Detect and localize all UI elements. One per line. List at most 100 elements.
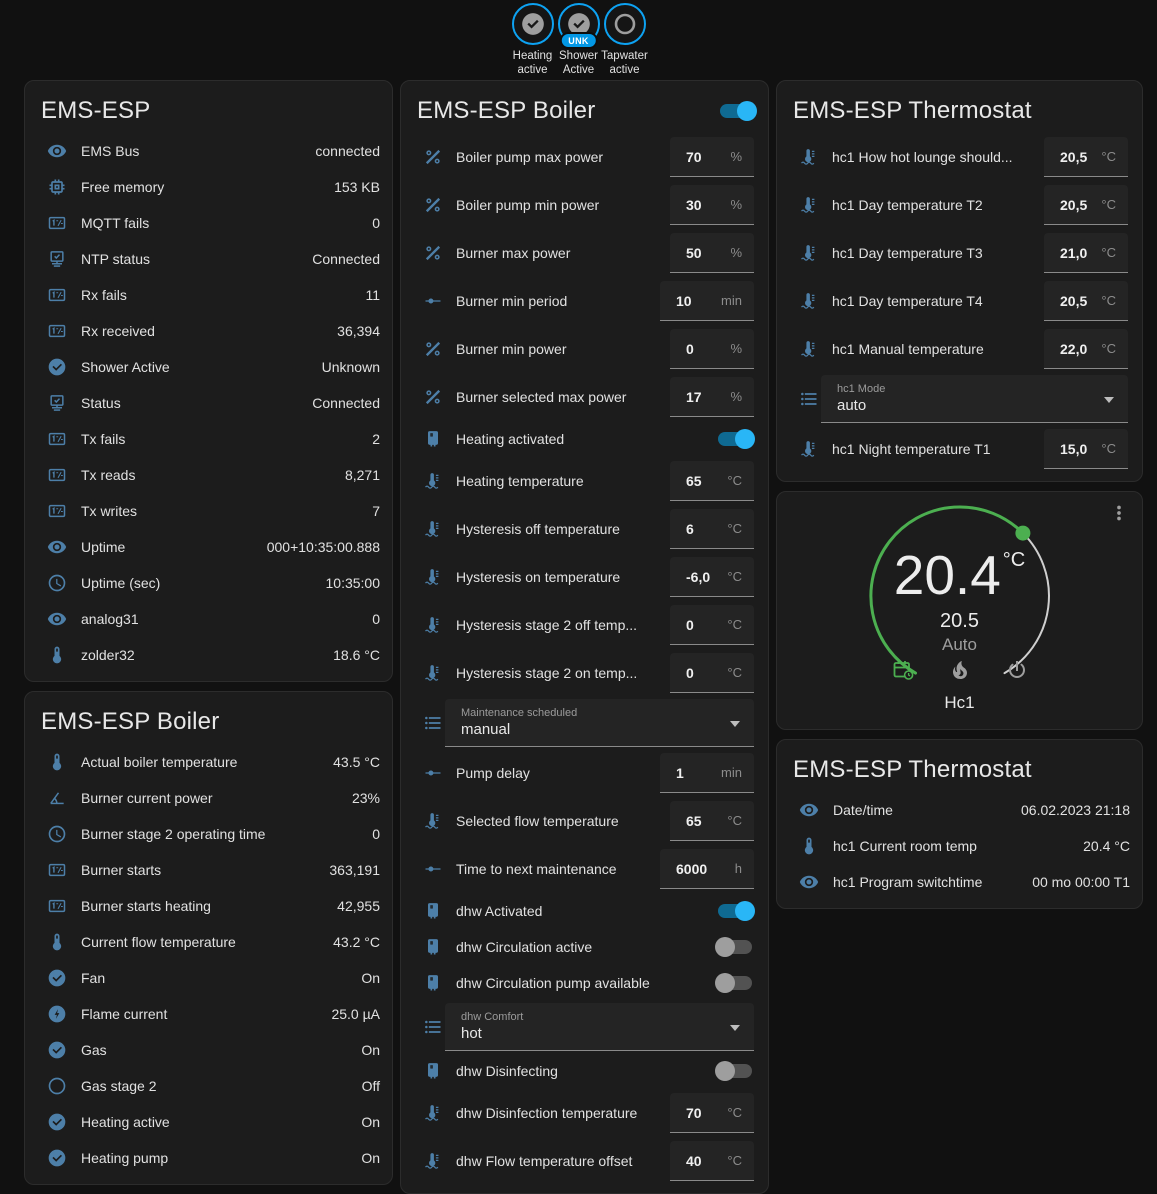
entity-row[interactable]: Shower Active Unknown	[25, 349, 392, 385]
entity-row[interactable]: zolder32 18.6 °C	[25, 637, 392, 673]
boiler-power-toggle[interactable]	[720, 101, 757, 121]
number-value: 17	[686, 388, 702, 405]
select-input[interactable]: Maintenance scheduled manual	[445, 699, 754, 747]
thermostat-dial[interactable]: 20.4 °C 20.5 Auto	[850, 486, 1070, 706]
right-column: EMS-ESP Thermostat hc1 How hot lounge sh…	[776, 80, 1143, 909]
entity-row[interactable]: Date/time 06.02.2023 21:18	[777, 792, 1142, 828]
entity-value: Off	[361, 1078, 380, 1094]
number-unit: °C	[727, 1153, 742, 1168]
number-input[interactable]: 65 °C	[670, 461, 754, 501]
entity-row[interactable]: MQTT fails 0	[25, 205, 392, 241]
mode-auto-calendar-icon[interactable]	[891, 658, 915, 682]
select-input[interactable]: dhw Comfort hot	[445, 1003, 754, 1051]
number-input[interactable]: 17%	[670, 377, 754, 417]
number-input[interactable]: 0 °C	[670, 653, 754, 693]
entity-row[interactable]: hc1 Current room temp 20.4 °C	[777, 828, 1142, 864]
entity-row[interactable]: Gas stage 2 Off	[25, 1068, 392, 1104]
entity-label: analog31	[81, 611, 139, 627]
entity-row[interactable]: Tx writes 7	[25, 493, 392, 529]
entity-row[interactable]: Current flow temperature 43.2 °C	[25, 924, 392, 960]
entity-row[interactable]: Heating active On	[25, 1104, 392, 1140]
number-input[interactable]: 70 °C	[670, 1093, 754, 1133]
entity-label: dhw Circulation active	[456, 939, 593, 955]
entity-row[interactable]: Burner starts heating 42,955	[25, 888, 392, 924]
mode-off-power-icon[interactable]	[1005, 658, 1029, 682]
select-input[interactable]: hc1 Mode auto	[821, 375, 1128, 423]
number-value: 65	[686, 472, 702, 489]
entity-label: Tx writes	[81, 503, 137, 519]
number-input[interactable]: 20,5 °C	[1044, 137, 1128, 177]
entity-row[interactable]: Rx fails 11	[25, 277, 392, 313]
entity-value: 20.4 °C	[1083, 838, 1130, 854]
number-unit: min	[721, 765, 742, 780]
number-input[interactable]: 0%	[670, 329, 754, 369]
entity-row[interactable]: Tx reads 8,271	[25, 457, 392, 493]
number-input[interactable]: 15,0 °C	[1044, 429, 1128, 469]
mode-heat-fire-icon[interactable]	[948, 658, 972, 682]
number-value: 70	[686, 148, 702, 165]
number-input[interactable]: 10 min	[660, 281, 754, 321]
number-input[interactable]: 22,0 °C	[1044, 329, 1128, 369]
chevron-down-icon	[1104, 396, 1114, 403]
number-input[interactable]: 65 °C	[670, 801, 754, 841]
number-input[interactable]: 70%	[670, 137, 754, 177]
entity-row[interactable]: Actual boiler temperature 43.5 °C	[25, 744, 392, 780]
number-input[interactable]: 6000 h	[660, 849, 754, 889]
memory-icon	[47, 177, 67, 197]
water-boiler-icon	[423, 937, 443, 957]
number-input[interactable]: -6,0 °C	[670, 557, 754, 597]
number-input[interactable]: 40 °C	[670, 1141, 754, 1181]
entity-label: Burner current power	[81, 790, 213, 806]
number-unit: °C	[727, 617, 742, 632]
entity-label: Tx fails	[81, 431, 126, 447]
badge-shower-active[interactable]: UNK Shower Active	[557, 3, 600, 78]
entity-row[interactable]: Uptime 000+10:35:00.888	[25, 529, 392, 565]
entity-row[interactable]: Burner current power 23%	[25, 780, 392, 816]
number-input[interactable]: 1 min	[660, 753, 754, 793]
entity-row[interactable]: Uptime (sec) 10:35:00	[25, 565, 392, 601]
entity-row[interactable]: analog31 0	[25, 601, 392, 637]
number-input[interactable]: 30%	[670, 185, 754, 225]
entity-row[interactable]: Gas On	[25, 1032, 392, 1068]
toggle-switch[interactable]	[715, 973, 752, 993]
entity-row[interactable]: hc1 Program switchtime 00 mo 00:00 T1	[777, 864, 1142, 900]
dial-handle[interactable]	[1014, 525, 1030, 541]
entity-row[interactable]: NTP status Connected	[25, 241, 392, 277]
entity-row[interactable]: Burner stage 2 operating time 0	[25, 816, 392, 852]
percent-icon	[423, 387, 443, 407]
number-value: 20,5	[1060, 196, 1088, 213]
toggle-switch[interactable]	[715, 1061, 752, 1081]
number-input[interactable]: 0 °C	[670, 605, 754, 645]
entity-row[interactable]: Free memory 153 KB	[25, 169, 392, 205]
entity-row[interactable]: Status Connected	[25, 385, 392, 421]
entity-row[interactable]: Tx fails 2	[25, 421, 392, 457]
entity-label: Burner min power	[456, 341, 567, 357]
number-input[interactable]: 21,0 °C	[1044, 233, 1128, 273]
entity-row-select: Maintenance scheduled manual	[401, 697, 768, 749]
entity-row-number: Burner min power 0%	[401, 325, 768, 373]
entity-label: Date/time	[833, 802, 893, 818]
entity-row[interactable]: Flame current 25.0 µA	[25, 996, 392, 1032]
number-input[interactable]: 6 °C	[670, 509, 754, 549]
toggle-switch[interactable]	[715, 937, 752, 957]
entity-row[interactable]: Burner starts 363,191	[25, 852, 392, 888]
toggle-switch[interactable]	[718, 901, 755, 921]
dots-vertical-icon[interactable]	[1108, 502, 1132, 526]
flash-circle-icon	[47, 1004, 67, 1024]
number-input[interactable]: 20,5 °C	[1044, 185, 1128, 225]
entity-row[interactable]: Fan On	[25, 960, 392, 996]
select-value: manual	[461, 721, 511, 738]
entity-label: zolder32	[81, 647, 135, 663]
badge-tapwater-active[interactable]: Tapwater active	[601, 3, 648, 78]
entity-row[interactable]: Rx received 36,394	[25, 313, 392, 349]
entity-value: 153 KB	[334, 179, 380, 195]
toggle-switch[interactable]	[718, 429, 755, 449]
number-input[interactable]: 20,5 °C	[1044, 281, 1128, 321]
coolant-temperature-icon	[799, 339, 819, 359]
badge-heating-active[interactable]: Heating active	[511, 3, 554, 78]
number-input[interactable]: 50%	[670, 233, 754, 273]
entity-label: hc1 Program switchtime	[833, 874, 983, 890]
entity-row[interactable]: EMS Bus connected	[25, 133, 392, 169]
entity-row[interactable]: Heating pump On	[25, 1140, 392, 1176]
entity-label: hc1 Manual temperature	[832, 341, 984, 357]
